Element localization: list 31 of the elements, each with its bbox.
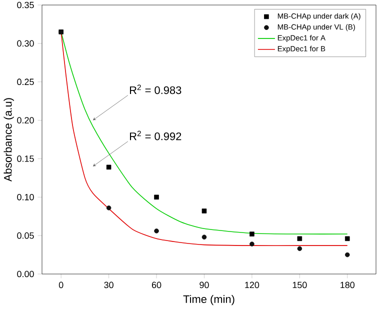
x-tick-label: 60: [152, 282, 162, 288]
point: [297, 246, 302, 252]
y-tick-label: 0.30: [17, 40, 34, 47]
point: [344, 252, 350, 258]
annotation: R$^{2}$ = 0.983: [130, 84, 182, 94]
point: [250, 242, 254, 246]
y-tick-label: 0.05: [17, 232, 34, 239]
x-axis-title: Time (min): [183, 294, 234, 306]
x-tick-label: 120: [245, 282, 260, 288]
point: [202, 208, 207, 214]
annotation: R$^{2}$ = 0.992: [130, 130, 182, 140]
point: [344, 236, 350, 242]
x-tick-label: 150: [292, 282, 307, 288]
point: [154, 228, 159, 234]
point: [297, 236, 302, 242]
x-tick-label: 30: [104, 282, 114, 288]
point: [154, 194, 159, 200]
y-tick-label: 0.00: [17, 270, 34, 278]
x-tick-label: 0: [58, 282, 64, 288]
y-tick-label: 0.25: [17, 78, 34, 86]
y-tick-label: 0.20: [17, 117, 34, 124]
point: [202, 234, 207, 240]
y-tick-label: 0.15: [17, 156, 34, 162]
y-tick-label: 0.10: [17, 194, 34, 200]
y-axis-title: Absorbance (a.u): [4, 98, 14, 182]
point: [106, 164, 112, 170]
y-tick-label: 0.35: [17, 2, 34, 8]
point: [250, 232, 254, 236]
x-tick-label: 90: [200, 282, 209, 288]
x-tick-label: 180: [340, 282, 355, 288]
point: [106, 206, 112, 210]
